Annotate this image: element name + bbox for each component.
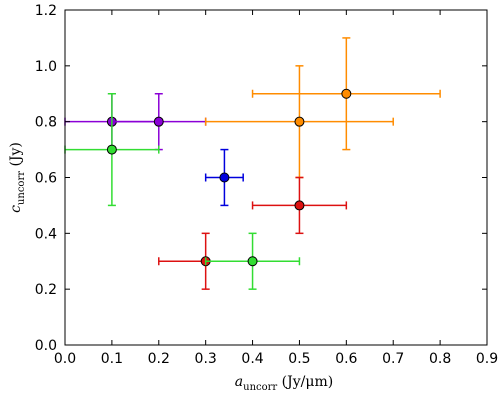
data-point-9 [204, 232, 301, 290]
point-marker [341, 88, 352, 99]
data-point-5 [204, 65, 394, 179]
x-tick-label: 0.6 [335, 351, 357, 367]
x-axis-sub: uncorr [243, 382, 277, 393]
ticks-layer: 0.0 0.1 0.2 0.3 0.4 0.5 0.6 0.7 0.8 0.9 0.0 0.2 0.4 0… [35, 3, 498, 367]
x-tick-label: 0.1 [101, 351, 123, 367]
data-point-3 [64, 93, 160, 207]
x-axis-var: a [235, 374, 243, 390]
x-tick-label: 0.3 [195, 351, 217, 367]
y-axis-label: cuncorr (Jy) [8, 142, 27, 213]
data-point-4 [204, 148, 244, 207]
x-tick-label: 0.7 [382, 351, 404, 367]
x-axis-unit: (Jy/μm) [282, 374, 334, 390]
data-point-2 [111, 93, 207, 151]
y-axis-var: c [8, 205, 24, 213]
plot-layer [64, 37, 441, 290]
y-axis-sub: uncorr [16, 171, 27, 205]
point-marker [247, 256, 258, 267]
point-marker [294, 116, 305, 127]
data-point-7 [251, 176, 348, 235]
x-tick-label: 0.2 [148, 351, 170, 367]
y-tick-label: 0.4 [35, 226, 57, 242]
y-tick-label: 1.2 [35, 3, 57, 19]
y-tick-label: 0.0 [35, 338, 57, 354]
y-tick-label: 0.2 [35, 282, 57, 298]
x-tick-label: 0.4 [241, 351, 263, 367]
point-marker [106, 144, 117, 155]
plot-frame [64, 9, 488, 346]
x-tick-label: 0.9 [476, 351, 498, 367]
point-marker [294, 200, 305, 211]
y-tick-label: 0.8 [35, 115, 57, 131]
x-tick-label: 0.8 [429, 351, 451, 367]
x-tick-label: 0.0 [54, 351, 76, 367]
x-tick-label: 0.5 [288, 351, 310, 367]
point-marker [153, 116, 164, 127]
y-tick-label: 1.0 [35, 59, 57, 75]
point-marker [219, 172, 230, 183]
data-point-6 [251, 37, 441, 151]
x-axis-label: auncorr (Jy/μm) [235, 374, 333, 393]
y-tick-label: 0.6 [35, 171, 57, 187]
y-axis-unit: (Jy) [8, 142, 24, 166]
